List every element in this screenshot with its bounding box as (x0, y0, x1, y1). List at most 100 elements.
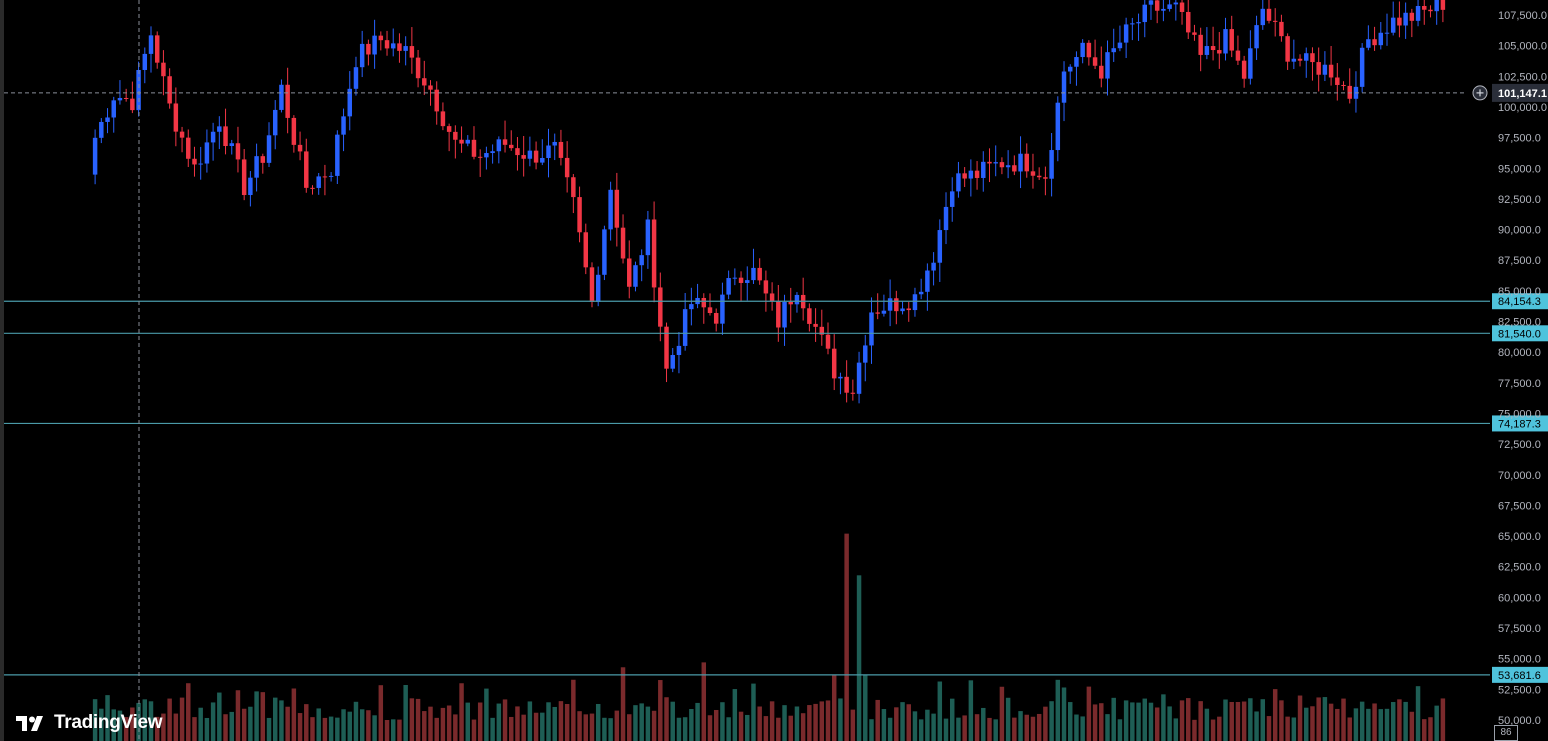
candle (682, 292, 688, 351)
candle-body (422, 78, 427, 86)
volume-bar (856, 575, 862, 741)
candle-body (204, 142, 210, 164)
volume-bar (310, 717, 315, 741)
candle-body (1179, 2, 1185, 12)
volume-bar (186, 683, 191, 741)
candle-body (1223, 29, 1228, 54)
candle (571, 174, 576, 214)
tradingview-logo[interactable]: TradingView (16, 710, 163, 736)
volume-bar (800, 713, 806, 741)
volume-bar (229, 711, 234, 741)
candle-body (248, 177, 253, 196)
candle-body (931, 262, 936, 271)
candle-body (1415, 6, 1421, 21)
candle (210, 122, 216, 161)
candle (583, 223, 589, 275)
price-tick-label: 67,500.0 (1498, 500, 1541, 512)
candle (1055, 96, 1061, 162)
candle-body (453, 131, 458, 140)
candle-body (1229, 29, 1234, 51)
level-price-tag (1492, 666, 1548, 683)
candle (1310, 47, 1315, 81)
candle (390, 28, 396, 57)
volume-bar (453, 714, 458, 741)
candle (509, 130, 514, 151)
candle-body (949, 191, 955, 207)
candle-body (477, 156, 483, 158)
candle (105, 108, 110, 134)
candle (1105, 40, 1110, 96)
volume-bar (602, 717, 607, 741)
candle-body (974, 170, 980, 178)
volume-bar (776, 717, 781, 741)
level-price-label: 74,187.3 (1498, 418, 1541, 430)
volume-bar (956, 717, 961, 741)
candle-body (726, 278, 731, 295)
volume-bar (906, 704, 911, 741)
candle-body (962, 173, 967, 179)
candle-body (713, 313, 719, 324)
candle-body (1043, 177, 1048, 179)
candle (1186, 0, 1191, 40)
candle (1061, 61, 1067, 122)
price-tick-label: 95,000.0 (1498, 163, 1541, 175)
candle (92, 129, 98, 185)
candle (403, 36, 408, 66)
volume-bar (925, 709, 930, 741)
candle (707, 293, 713, 316)
candle-body (894, 298, 899, 312)
candle-body (1241, 60, 1247, 79)
candle (863, 334, 868, 382)
candle-body (117, 97, 123, 101)
volume-bar (999, 686, 1005, 741)
candle (1080, 39, 1085, 64)
candle-body (167, 76, 172, 104)
candle (620, 214, 626, 264)
candle (198, 146, 203, 180)
price-tick-label: 55,000.0 (1498, 654, 1541, 666)
candle (1279, 14, 1284, 42)
candle (130, 81, 135, 114)
candle (974, 161, 980, 190)
volume-bar (328, 716, 334, 741)
volume-bar (422, 711, 427, 741)
volume-bar (217, 692, 222, 741)
candle (1304, 47, 1309, 78)
volume-bar (1111, 697, 1116, 741)
candle (328, 172, 334, 182)
candle (1390, 1, 1396, 36)
volume-bar (838, 698, 843, 741)
candle-body (1434, 0, 1439, 12)
volume-bar (304, 704, 309, 741)
volume-bar (1086, 686, 1092, 741)
candle (1005, 150, 1011, 179)
candle (1012, 155, 1017, 176)
volume-bar (297, 713, 303, 741)
candle (589, 262, 595, 308)
volume-bar (1099, 703, 1104, 741)
price-tick-label: 97,500.0 (1498, 133, 1541, 145)
candle (148, 26, 154, 73)
candle-body (608, 189, 613, 230)
candle-body (285, 84, 290, 118)
candle (341, 108, 346, 152)
volume-bar (881, 709, 887, 741)
volume-bar (1030, 716, 1036, 741)
candle (502, 120, 508, 153)
candle (279, 79, 284, 113)
volume-bar (1285, 716, 1290, 741)
candle-body (751, 267, 756, 281)
crosshair (4, 0, 1466, 741)
candle (217, 116, 222, 150)
volume-bar (130, 707, 135, 741)
candle-body (192, 158, 197, 165)
candle (1260, 0, 1266, 30)
candle (825, 322, 831, 355)
volume-bar (1136, 702, 1141, 741)
candle-body (1359, 47, 1365, 87)
volume-bar (1161, 694, 1166, 741)
candle-body (1136, 22, 1141, 24)
volume-bar (713, 709, 719, 741)
volume-bar (378, 685, 384, 741)
